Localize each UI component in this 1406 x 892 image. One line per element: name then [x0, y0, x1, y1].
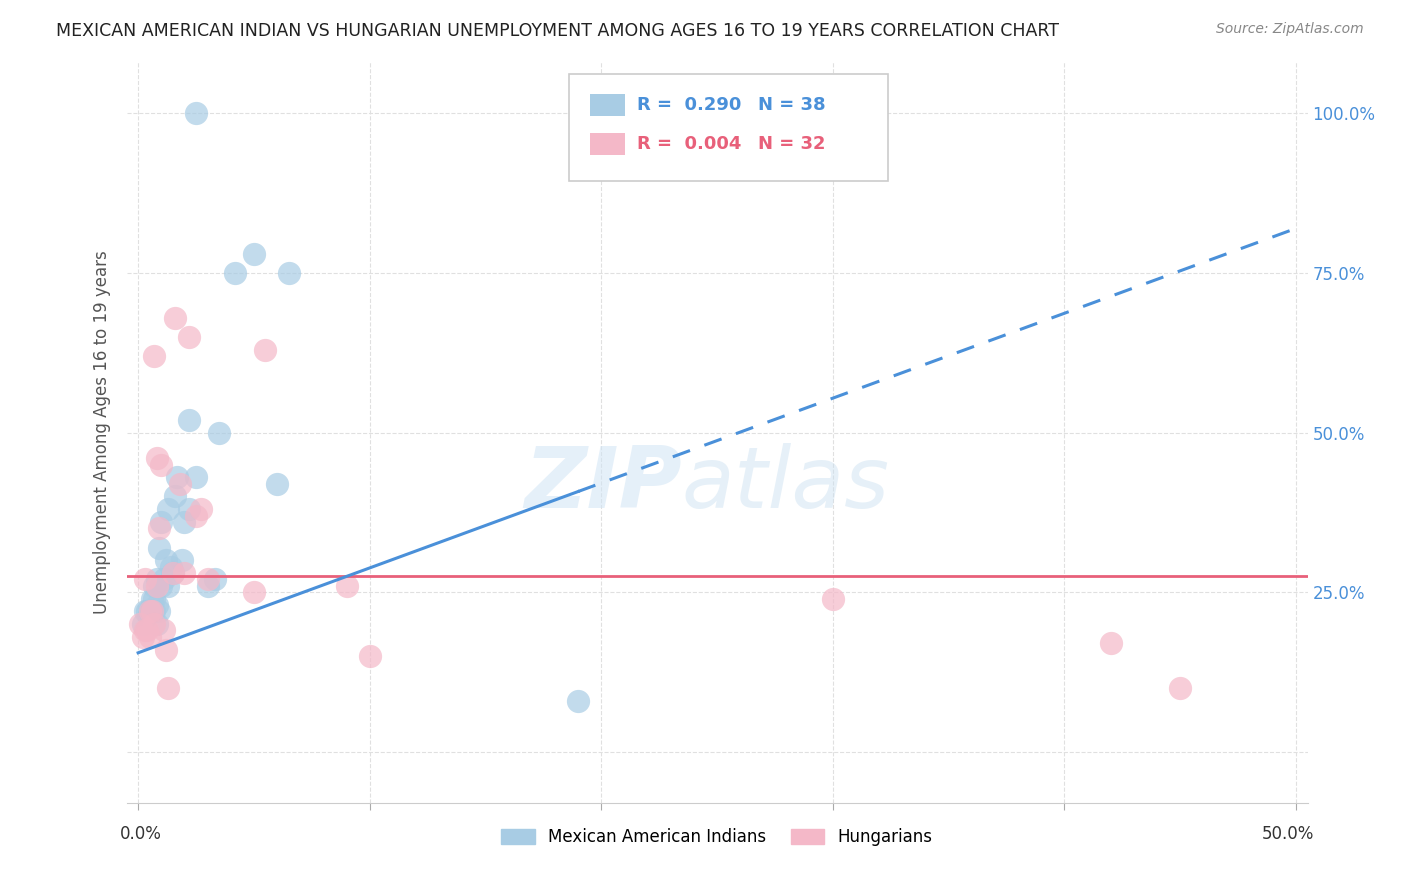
Point [143, 349, 166, 363]
Point [169, 476, 191, 491]
Point [143, 579, 166, 593]
Point [197, 579, 219, 593]
Point [145, 579, 167, 593]
Point [162, 566, 184, 580]
FancyBboxPatch shape [589, 94, 624, 116]
Text: R =  0.004: R = 0.004 [637, 135, 741, 153]
Point [152, 624, 174, 638]
Text: R =  0.290: R = 0.290 [637, 95, 741, 113]
Point [173, 515, 195, 529]
Point [184, 508, 207, 523]
Point [155, 553, 177, 567]
Point [145, 451, 167, 466]
Point [177, 502, 200, 516]
Point [136, 624, 159, 638]
Point [184, 470, 207, 484]
Point [224, 266, 246, 280]
Point [1168, 681, 1191, 695]
Point [138, 604, 160, 618]
Legend: Mexican American Indians, Hungarians: Mexican American Indians, Hungarians [495, 822, 939, 853]
Y-axis label: Unemployment Among Ages 16 to 19 years: Unemployment Among Ages 16 to 19 years [93, 251, 111, 615]
Point [1099, 636, 1122, 650]
Point [138, 604, 160, 618]
Point [157, 681, 180, 695]
Text: N = 38: N = 38 [758, 95, 825, 113]
Text: atlas: atlas [682, 443, 890, 526]
Point [150, 579, 173, 593]
Point [145, 573, 167, 587]
Point [150, 515, 173, 529]
Point [141, 604, 163, 618]
Point [145, 617, 167, 632]
Point [172, 553, 194, 567]
Point [277, 266, 299, 280]
Point [254, 343, 277, 357]
Point [143, 617, 166, 632]
Point [143, 604, 166, 618]
Point [266, 476, 288, 491]
Point [134, 573, 156, 587]
Point [173, 566, 195, 580]
Point [821, 591, 844, 606]
Point [132, 630, 155, 644]
Point [165, 490, 187, 504]
Point [150, 458, 173, 472]
FancyBboxPatch shape [589, 133, 624, 155]
Point [129, 617, 152, 632]
Point [148, 604, 170, 618]
Point [136, 604, 159, 618]
Point [243, 585, 266, 599]
Text: MEXICAN AMERICAN INDIAN VS HUNGARIAN UNEMPLOYMENT AMONG AGES 16 TO 19 YEARS CORR: MEXICAN AMERICAN INDIAN VS HUNGARIAN UNE… [56, 22, 1059, 40]
Point [208, 425, 231, 440]
Point [138, 630, 160, 644]
Point [359, 648, 381, 663]
Point [243, 247, 266, 261]
Point [166, 470, 188, 484]
FancyBboxPatch shape [569, 73, 889, 181]
Point [165, 310, 187, 325]
Text: 0.0%: 0.0% [120, 825, 162, 843]
Point [155, 642, 177, 657]
Point [190, 502, 212, 516]
Text: Source: ZipAtlas.com: Source: ZipAtlas.com [1216, 22, 1364, 37]
Text: N = 32: N = 32 [758, 135, 825, 153]
Point [134, 604, 156, 618]
Point [148, 521, 170, 535]
Point [197, 573, 219, 587]
Point [162, 566, 184, 580]
Point [134, 624, 156, 638]
Text: 50.0%: 50.0% [1263, 825, 1315, 843]
Point [159, 559, 181, 574]
Point [132, 617, 155, 632]
Point [145, 598, 167, 612]
Point [157, 502, 180, 516]
Point [184, 106, 207, 120]
Point [204, 573, 226, 587]
Point [567, 694, 589, 708]
Text: ZIP: ZIP [524, 443, 682, 526]
Point [141, 591, 163, 606]
Point [177, 330, 200, 344]
Point [148, 541, 170, 555]
Point [152, 573, 174, 587]
Point [143, 591, 166, 606]
Point [157, 579, 180, 593]
Point [141, 604, 163, 618]
Point [177, 413, 200, 427]
Point [335, 579, 357, 593]
